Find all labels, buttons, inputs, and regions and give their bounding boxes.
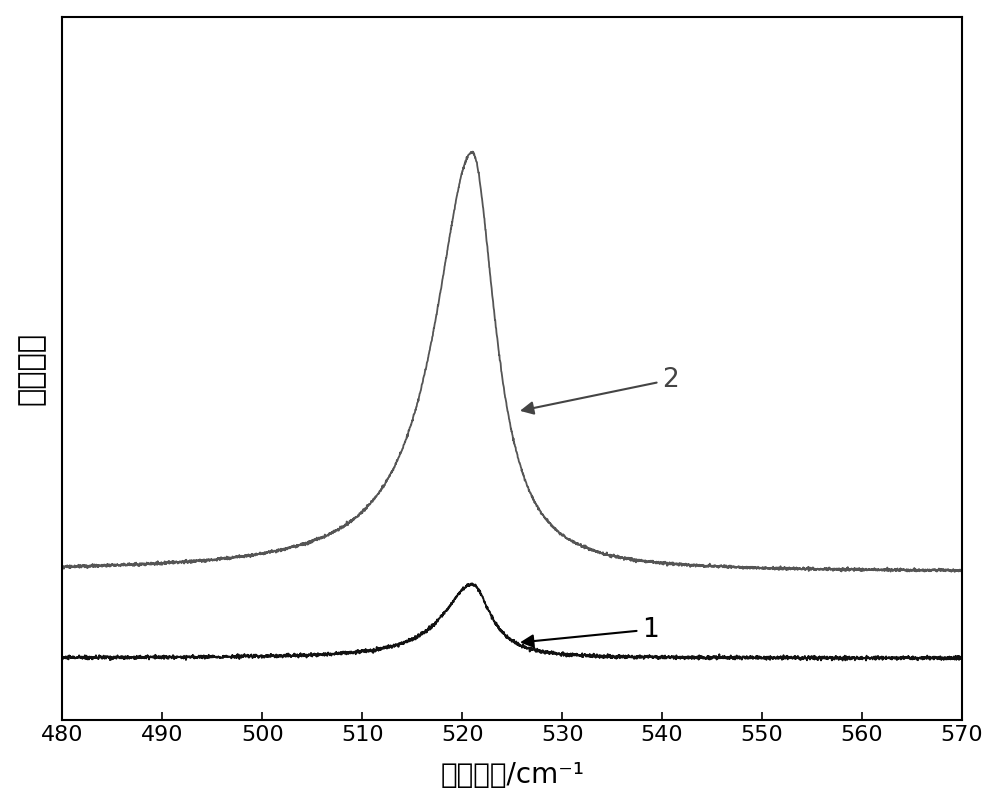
Y-axis label: 拉曼强度: 拉曼强度 (17, 332, 46, 405)
X-axis label: 拉曼频移/cm⁻¹: 拉曼频移/cm⁻¹ (440, 762, 584, 789)
Text: 2: 2 (522, 367, 679, 413)
Text: 1: 1 (522, 617, 659, 646)
